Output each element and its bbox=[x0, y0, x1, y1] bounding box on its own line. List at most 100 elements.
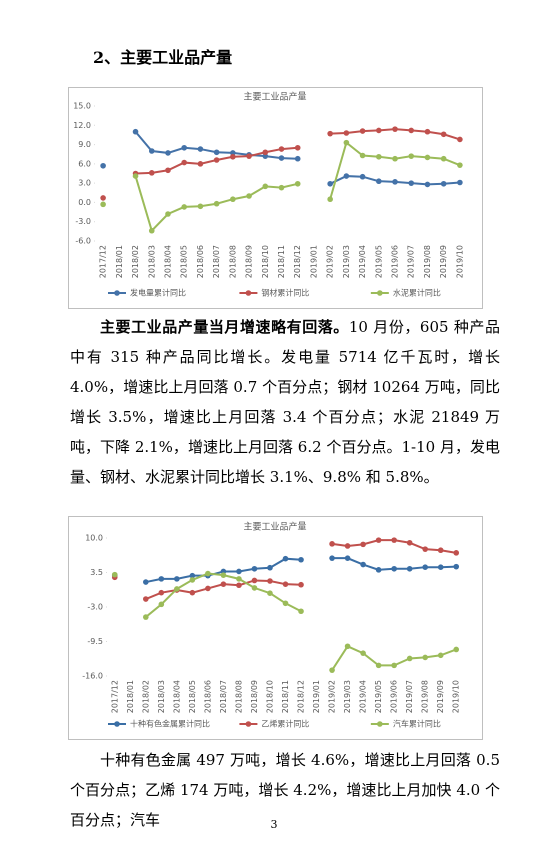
y-tick-label: -16.0 bbox=[82, 672, 103, 681]
data-point bbox=[246, 153, 252, 159]
data-point bbox=[327, 196, 333, 203]
data-point bbox=[359, 128, 366, 134]
data-point bbox=[132, 128, 139, 135]
data-point bbox=[158, 589, 165, 596]
data-point bbox=[406, 539, 413, 546]
x-tick-label: 2019/08 bbox=[423, 245, 432, 278]
y-tick-label: 6.0 bbox=[78, 159, 91, 168]
y-tick-label: -9.5 bbox=[87, 637, 103, 646]
data-point bbox=[174, 586, 180, 592]
data-point bbox=[220, 581, 227, 587]
data-point bbox=[329, 555, 335, 561]
data-point bbox=[251, 585, 258, 591]
x-tick-label: 2018/03 bbox=[157, 680, 166, 713]
data-point bbox=[343, 130, 350, 136]
legend-label: 水泥累计同比 bbox=[393, 288, 441, 298]
data-point bbox=[376, 153, 382, 160]
y-tick-label: 15.0 bbox=[73, 102, 91, 111]
x-tick-label: 2018/09 bbox=[245, 245, 254, 278]
data-point bbox=[360, 561, 366, 568]
data-point bbox=[440, 131, 447, 138]
data-point bbox=[213, 149, 220, 156]
data-point bbox=[406, 655, 413, 662]
data-point bbox=[181, 204, 187, 210]
data-point bbox=[262, 153, 269, 159]
data-point bbox=[282, 581, 289, 587]
data-point bbox=[236, 582, 242, 589]
legend-marker bbox=[245, 721, 252, 727]
data-point bbox=[143, 579, 149, 585]
data-point bbox=[327, 130, 333, 137]
x-tick-label: 2019/09 bbox=[436, 680, 445, 713]
y-tick-label: 12.0 bbox=[73, 121, 91, 130]
data-point bbox=[111, 571, 118, 578]
data-point bbox=[132, 173, 139, 179]
data-point bbox=[327, 180, 333, 187]
legend-label: 十种有色金属累计同比 bbox=[130, 719, 210, 729]
x-tick-label: 2019/04 bbox=[358, 245, 367, 278]
x-tick-label: 2018/02 bbox=[141, 680, 150, 713]
data-point bbox=[181, 159, 187, 166]
legend-label: 发电量累计同比 bbox=[130, 288, 186, 298]
data-point bbox=[344, 643, 351, 650]
data-point bbox=[100, 162, 106, 169]
y-tick-label: 3.5 bbox=[90, 568, 103, 577]
data-point bbox=[453, 646, 460, 653]
data-point bbox=[158, 576, 165, 582]
data-point bbox=[360, 541, 366, 548]
data-point bbox=[181, 144, 187, 151]
data-point bbox=[406, 565, 413, 572]
x-tick-label: 2018/07 bbox=[212, 245, 221, 278]
data-point bbox=[236, 576, 242, 582]
data-point bbox=[440, 180, 447, 187]
data-point bbox=[359, 173, 366, 180]
data-point bbox=[457, 179, 463, 186]
x-tick-label: 2018/12 bbox=[297, 680, 306, 713]
legend-marker bbox=[114, 290, 120, 296]
data-point bbox=[453, 563, 460, 570]
data-point bbox=[457, 162, 463, 168]
data-point bbox=[453, 550, 460, 556]
chart-frame bbox=[68, 516, 483, 740]
page-number: 3 bbox=[270, 818, 278, 831]
x-tick-label: 2017/12 bbox=[99, 245, 108, 278]
y-tick-label: -3.0 bbox=[75, 217, 91, 226]
data-point bbox=[329, 541, 335, 547]
data-point bbox=[100, 201, 106, 208]
data-point bbox=[278, 146, 285, 152]
data-point bbox=[262, 149, 269, 156]
data-point bbox=[375, 537, 382, 543]
data-point bbox=[282, 600, 289, 607]
data-point bbox=[437, 564, 444, 570]
x-tick-label: 2019/10 bbox=[455, 245, 464, 278]
legend-label: 钢材累计同比 bbox=[261, 288, 309, 298]
data-point bbox=[457, 136, 463, 143]
data-point bbox=[246, 193, 252, 199]
x-tick-label: 2019/02 bbox=[328, 680, 337, 713]
data-point bbox=[376, 127, 382, 134]
data-point bbox=[392, 179, 398, 185]
data-point bbox=[148, 148, 155, 154]
x-tick-label: 2018/07 bbox=[219, 680, 228, 713]
y-tick-label: 3.0 bbox=[78, 179, 91, 188]
data-point bbox=[230, 150, 236, 156]
x-tick-label: 2018/05 bbox=[180, 245, 189, 278]
data-point bbox=[294, 144, 301, 151]
x-tick-label: 2018/11 bbox=[281, 680, 290, 713]
data-point bbox=[158, 601, 165, 608]
data-point bbox=[437, 547, 444, 554]
data-point bbox=[360, 650, 366, 656]
data-point bbox=[267, 578, 273, 584]
x-tick-label: 2018/02 bbox=[131, 245, 140, 278]
data-point bbox=[251, 565, 258, 572]
x-tick-label: 2019/06 bbox=[391, 245, 400, 278]
x-tick-label: 2019/05 bbox=[374, 245, 383, 278]
x-tick-label: 2019/02 bbox=[326, 245, 335, 278]
data-point bbox=[392, 155, 398, 162]
y-tick-label: -6.0 bbox=[75, 237, 91, 246]
data-point bbox=[391, 662, 397, 669]
x-tick-label: 2018/04 bbox=[163, 245, 172, 278]
data-point bbox=[391, 565, 397, 572]
data-point bbox=[359, 152, 366, 159]
